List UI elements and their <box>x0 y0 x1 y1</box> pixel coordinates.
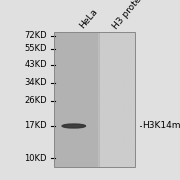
Ellipse shape <box>62 124 86 128</box>
Text: H3 protein: H3 protein <box>112 0 149 31</box>
Bar <box>54 32 135 167</box>
Text: 17KD: 17KD <box>24 122 47 130</box>
Text: 72KD: 72KD <box>24 31 47 40</box>
Text: HeLa: HeLa <box>77 7 99 31</box>
Text: 43KD: 43KD <box>24 60 47 69</box>
Text: H3K14me3: H3K14me3 <box>142 122 180 130</box>
Text: 26KD: 26KD <box>24 96 47 105</box>
Text: 10KD: 10KD <box>24 154 47 163</box>
Text: 34KD: 34KD <box>24 78 47 87</box>
Text: 55KD: 55KD <box>24 44 47 53</box>
